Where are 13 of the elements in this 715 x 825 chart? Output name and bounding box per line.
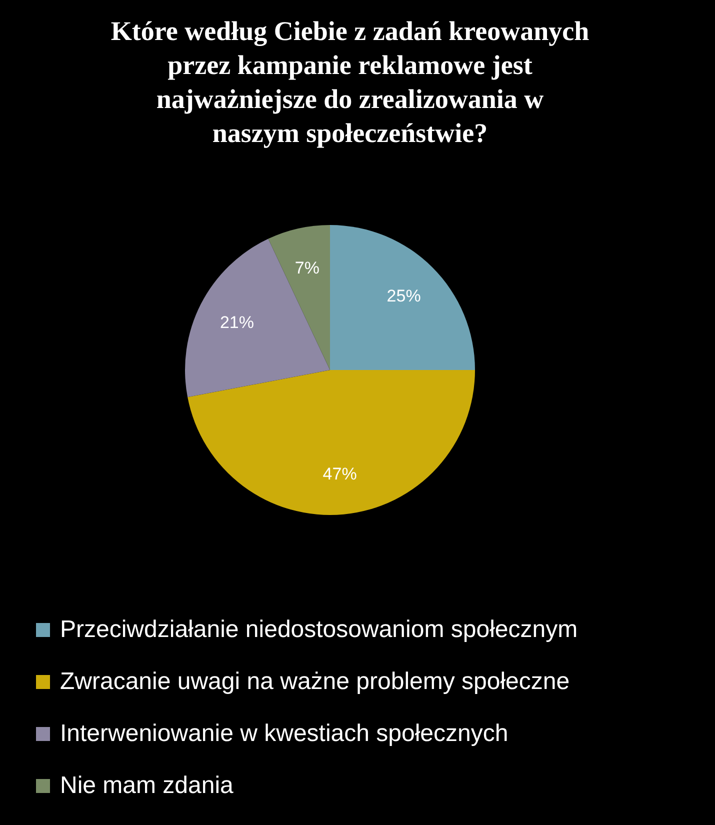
chart-title: Które według Ciebie z zadań kreowanych przez kampanie reklamowe jest najważniejsze do zrealizowania w naszym społeczeństwie?	[110, 15, 590, 150]
pie-slice	[330, 225, 475, 370]
legend-label: Nie mam zdania	[60, 772, 234, 800]
data-label: 25%	[386, 286, 421, 306]
data-label: 47%	[322, 464, 357, 484]
legend-label: Interweniowanie w kwestiach społecznych	[60, 720, 508, 748]
pie-slice	[188, 370, 475, 515]
pie-slice	[185, 238, 330, 398]
data-label: 21%	[220, 313, 254, 332]
data-label: 7%	[294, 258, 320, 278]
legend-label: Zwracanie uwagi na ważne problemy społeczne	[60, 668, 570, 696]
legend-label: Przeciwdziałanie niedostosowaniom społecznym	[60, 616, 578, 644]
pie-slice	[268, 225, 330, 370]
